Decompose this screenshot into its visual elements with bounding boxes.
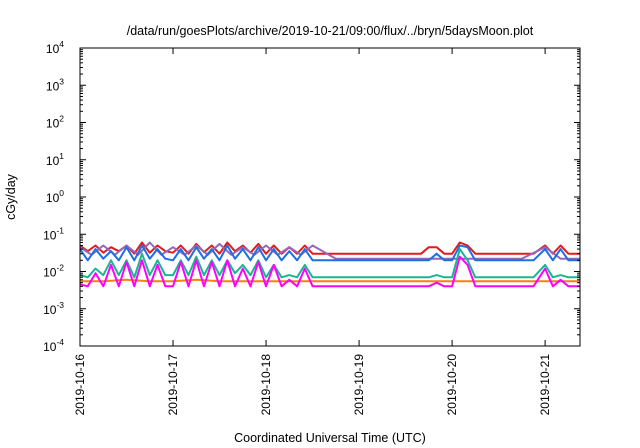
y-tick-label-base: 10 xyxy=(43,266,57,280)
y-tick-label: 10-3 xyxy=(43,300,64,317)
y-tick-label: 104 xyxy=(46,39,64,56)
series-line-6 xyxy=(80,255,580,288)
x-tick-label: 2019-10-17 xyxy=(166,354,180,416)
series-line-5 xyxy=(80,278,580,283)
y-tick-label-exponent: -2 xyxy=(56,263,64,273)
y-tick-label: 10-2 xyxy=(43,263,64,280)
y-tick-label: 10-4 xyxy=(43,337,64,354)
series-line-2 xyxy=(80,241,580,260)
series-line-4 xyxy=(80,248,580,279)
y-tick-label-base: 10 xyxy=(43,228,57,242)
plot-area-frame xyxy=(79,47,581,347)
y-tick-label: 10-1 xyxy=(43,225,64,242)
y-tick-label-base: 10 xyxy=(46,191,60,205)
y-tick-label-base: 10 xyxy=(46,117,60,131)
y-tick-label-exponent: -1 xyxy=(56,225,64,235)
y-tick-label-exponent: -4 xyxy=(56,337,64,347)
y-tick-label-exponent: 4 xyxy=(59,39,64,49)
series-layer xyxy=(80,241,580,288)
y-tick-label: 101 xyxy=(46,151,64,168)
x-tick-label: 2019-10-20 xyxy=(445,354,459,416)
y-tick-label: 103 xyxy=(46,76,64,93)
y-tick-label-base: 10 xyxy=(43,340,57,354)
y-tick-label-exponent: 3 xyxy=(59,76,64,86)
chart-title: /data/run/goesPlots/archive/2019-10-21/0… xyxy=(127,24,534,38)
y-tick-label-exponent: 1 xyxy=(59,151,64,161)
y-tick-label-exponent: -3 xyxy=(56,300,64,310)
x-axis: 2019-10-16 2019-10-17 2019-10-18 2019-10-19… xyxy=(73,48,552,415)
x-tick-label: 2019-10-18 xyxy=(259,354,273,416)
y-tick-label-base: 10 xyxy=(43,303,57,317)
y-tick-label-exponent: 2 xyxy=(59,114,64,124)
y-tick-label-base: 10 xyxy=(46,42,60,56)
x-axis-label: Coordinated Universal Time (UTC) xyxy=(234,431,426,445)
series-line-3 xyxy=(80,244,580,262)
x-tick-label: 2019-10-21 xyxy=(538,354,552,416)
y-tick-label-exponent: 0 xyxy=(59,188,64,198)
x-tick-label: 2019-10-16 xyxy=(73,354,87,416)
y-tick-label: 100 xyxy=(46,188,64,205)
y-tick-label: 102 xyxy=(46,114,64,131)
y-tick-label-base: 10 xyxy=(46,154,60,168)
y-tick-label-base: 10 xyxy=(46,79,60,93)
x-tick-label: 2019-10-19 xyxy=(352,354,366,416)
y-axis-label: cGy/day xyxy=(4,173,18,220)
